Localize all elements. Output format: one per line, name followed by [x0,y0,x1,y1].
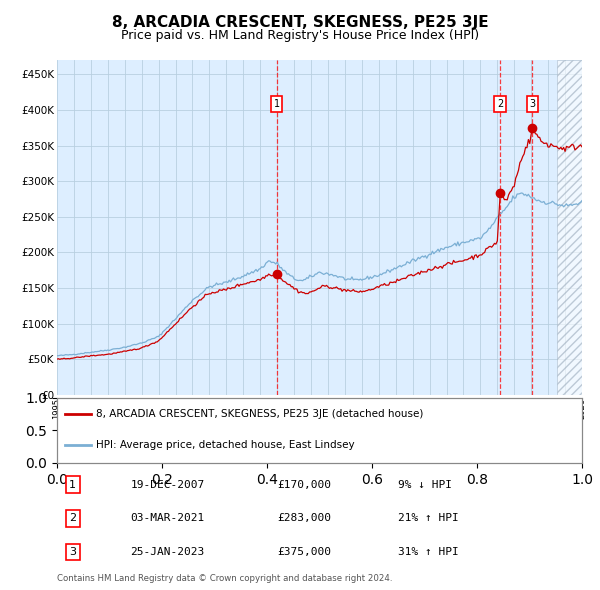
Text: 2: 2 [497,99,503,109]
Text: 03-MAR-2021: 03-MAR-2021 [131,513,205,523]
Text: 9% ↓ HPI: 9% ↓ HPI [398,480,452,490]
Text: 19-DEC-2007: 19-DEC-2007 [131,480,205,490]
Text: 31% ↑ HPI: 31% ↑ HPI [398,547,459,557]
Text: HPI: Average price, detached house, East Lindsey: HPI: Average price, detached house, East… [97,440,355,450]
Text: 8, ARCADIA CRESCENT, SKEGNESS, PE25 3JE: 8, ARCADIA CRESCENT, SKEGNESS, PE25 3JE [112,15,488,30]
Text: £283,000: £283,000 [277,513,331,523]
Text: Contains HM Land Registry data © Crown copyright and database right 2024.: Contains HM Land Registry data © Crown c… [57,574,392,583]
Text: £375,000: £375,000 [277,547,331,557]
Text: Price paid vs. HM Land Registry's House Price Index (HPI): Price paid vs. HM Land Registry's House … [121,30,479,42]
Text: 21% ↑ HPI: 21% ↑ HPI [398,513,459,523]
Bar [557,60,582,395]
Text: 1: 1 [274,99,280,109]
Text: 2: 2 [69,513,76,523]
Text: 8, ARCADIA CRESCENT, SKEGNESS, PE25 3JE (detached house): 8, ARCADIA CRESCENT, SKEGNESS, PE25 3JE … [97,409,424,419]
Text: 3: 3 [69,547,76,557]
Text: £170,000: £170,000 [277,480,331,490]
Text: 1: 1 [69,480,76,490]
Text: 25-JAN-2023: 25-JAN-2023 [131,547,205,557]
Text: 3: 3 [529,99,535,109]
